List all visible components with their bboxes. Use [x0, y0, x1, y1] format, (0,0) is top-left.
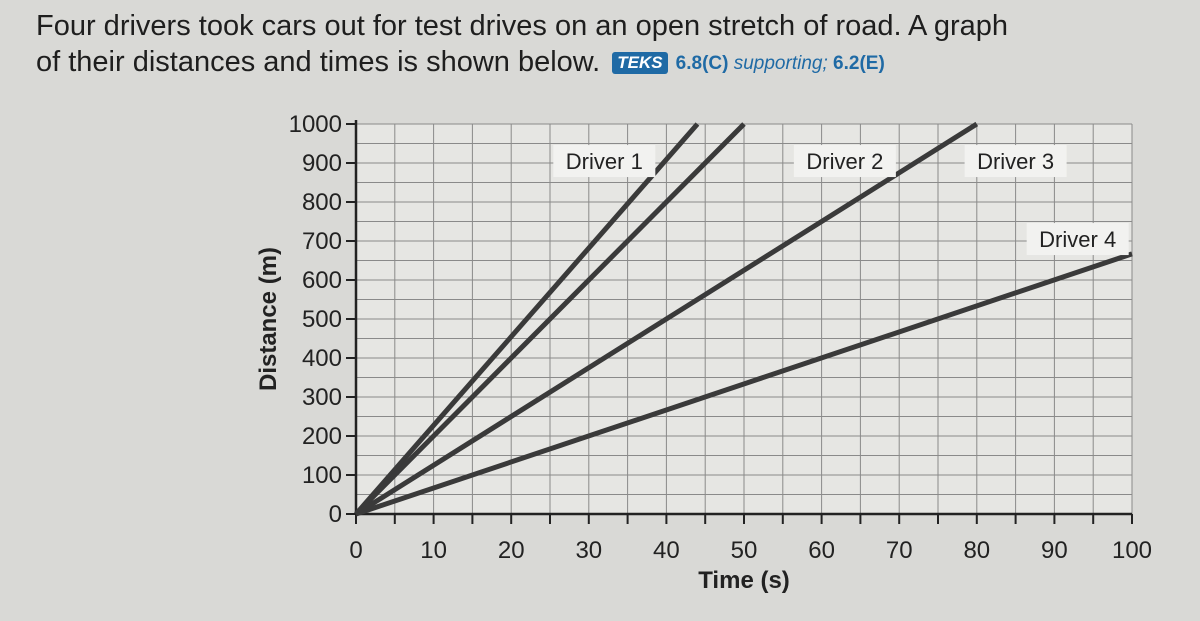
y-tick-label: 100 [302, 462, 342, 489]
y-tick-label: 1000 [289, 111, 342, 138]
series-label-background [793, 145, 896, 178]
series-line-driver-4 [355, 251, 1133, 517]
y-tick-label: 600 [302, 267, 342, 294]
y-tick-label: 900 [302, 150, 342, 177]
series-line-driver-2 [354, 122, 746, 516]
series-line-driver-3 [354, 121, 979, 517]
x-tick-label: 80 [963, 537, 990, 564]
y-tick-label: 700 [302, 228, 342, 255]
question-line-2: of their distances and times is shown be… [36, 44, 1176, 82]
x-tick-label: 100 [1112, 537, 1152, 564]
x-tick-label: 60 [808, 537, 835, 564]
x-tick-label: 90 [1041, 537, 1068, 564]
y-tick-label: 0 [329, 501, 342, 528]
y-tick-label: 800 [302, 189, 342, 216]
x-tick-label: 50 [731, 537, 758, 564]
series-label-driver-3: Driver 3 [977, 149, 1054, 174]
y-tick-label: 400 [302, 345, 342, 372]
series-label-driver-2: Driver 2 [806, 149, 883, 174]
series-label-driver-4: Driver 4 [1039, 227, 1116, 252]
x-tick-label: 0 [349, 537, 362, 564]
x-tick-label: 10 [420, 537, 447, 564]
y-tick-label: 300 [302, 384, 342, 411]
series-label-background [964, 145, 1067, 178]
standard-main: 6.8(C) [675, 53, 729, 74]
x-tick-label: 30 [575, 537, 602, 564]
series-line-driver-1 [354, 122, 700, 516]
question-line-2-text: of their distances and times is shown be… [36, 46, 601, 78]
series-label-driver-1: Driver 1 [566, 149, 643, 174]
y-tick-label: 200 [302, 423, 342, 450]
question-text: Four drivers took cars out for test driv… [36, 8, 1176, 82]
series-label-background [553, 145, 656, 178]
y-axis-label: Distance (m) [255, 247, 282, 391]
series-label-background [1026, 223, 1129, 256]
x-axis-label: Time (s) [698, 567, 790, 594]
x-tick-label: 40 [653, 537, 680, 564]
x-tick-label: 70 [886, 537, 913, 564]
standard-note: supporting; [733, 53, 828, 74]
y-tick-label: 500 [302, 306, 342, 333]
standard-reference: 6.8(C) supporting; 6.2(E) [676, 53, 885, 74]
standard-extra: 6.2(E) [833, 53, 885, 74]
question-line-1: Four drivers took cars out for test driv… [36, 10, 1009, 42]
x-tick-label: 20 [498, 537, 525, 564]
teks-badge: TEKS [612, 52, 668, 74]
